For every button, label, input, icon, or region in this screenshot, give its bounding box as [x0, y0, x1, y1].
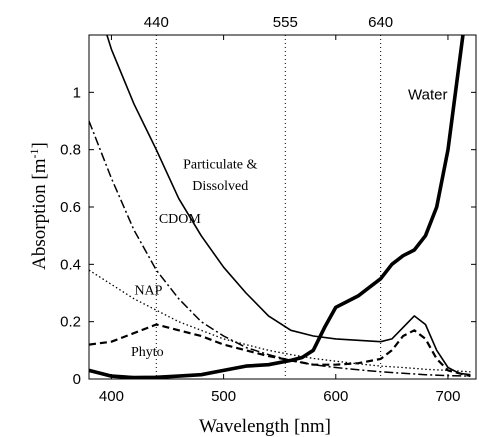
y-axis-title-close: ] [29, 142, 50, 148]
annotation-particulate: Particulate & [183, 157, 257, 172]
series-nap [89, 269, 471, 373]
x-tick-label-600: 600 [323, 388, 348, 405]
y-tick-label-0.4: 0.4 [60, 256, 81, 273]
y-axis-title-base: Absorption [m [29, 158, 50, 270]
annotation-cdom: CDOM [159, 212, 202, 227]
y-tick-label-0: 0 [73, 371, 81, 388]
x-tick-label-500: 500 [211, 388, 236, 405]
x-axis-title: Wavelength [nm] [199, 416, 331, 437]
series-phyto [89, 323, 471, 378]
top-tick-label-640: 640 [368, 14, 393, 31]
y-tick-label-0.2: 0.2 [60, 314, 81, 331]
y-tick-label-1: 1 [73, 84, 81, 101]
top-tick-label-440: 440 [144, 14, 169, 31]
y-tick-label-0.8: 0.8 [60, 142, 81, 159]
y-axis-title: Absorption [m-1] [27, 142, 50, 270]
annotation-phyto: Phyto [131, 345, 164, 360]
annotation-water: Water [408, 87, 447, 104]
annotation-dissolved: Dissolved [192, 179, 248, 194]
series-particulate-dissolved [106, 35, 471, 376]
annotation-nap: NAP [134, 283, 162, 298]
y-tick-label-0.6: 0.6 [60, 199, 81, 216]
top-tick-label-555: 555 [273, 14, 298, 31]
x-tick-label-400: 400 [99, 388, 124, 405]
axes-layer: 400 500 600 700 440 555 640 0 0.2 0.4 0.6 0.8 1 Water… [60, 14, 477, 405]
series-water [89, 35, 465, 379]
x-tick-label-700: 700 [435, 388, 460, 405]
y-axis-title-sup: -1 [27, 148, 41, 158]
plot-layer [89, 35, 471, 379]
